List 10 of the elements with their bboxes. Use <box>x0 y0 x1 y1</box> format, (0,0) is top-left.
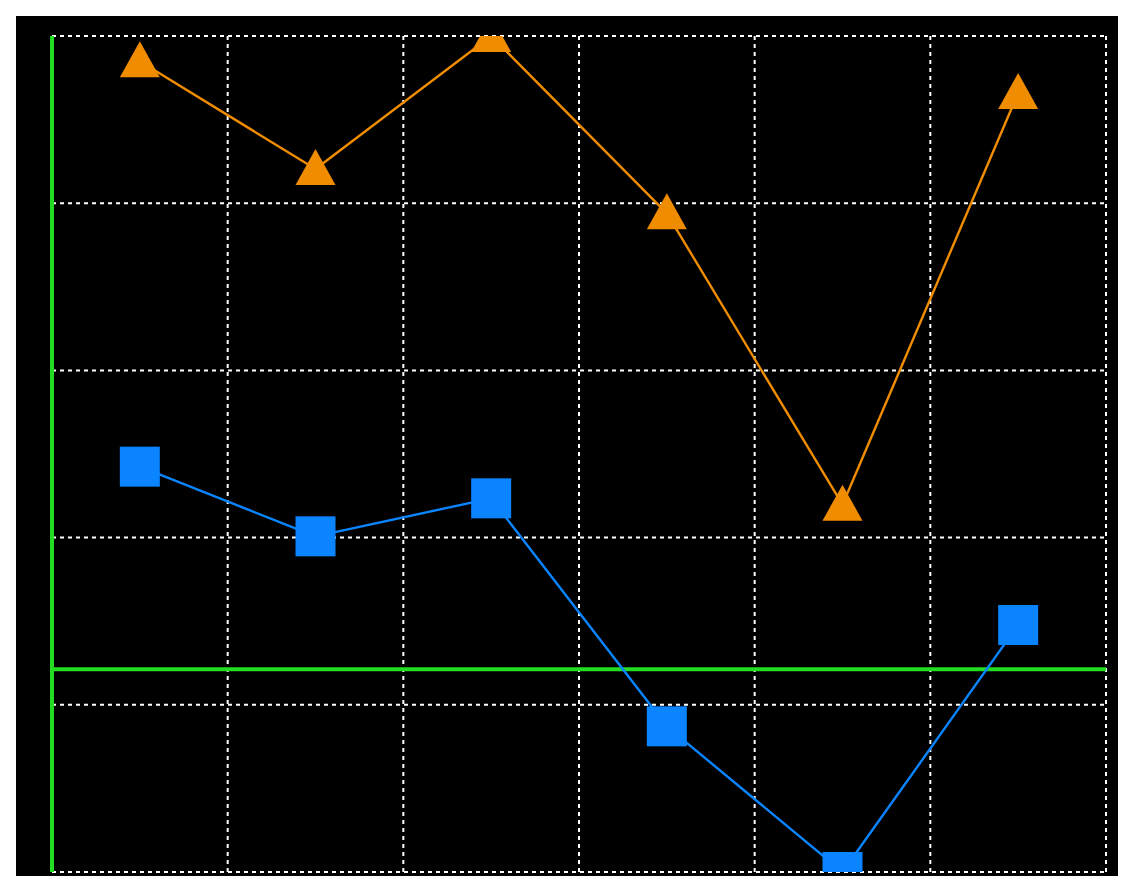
point <box>998 605 1039 645</box>
point <box>119 41 160 78</box>
point <box>646 706 687 747</box>
point <box>471 478 512 519</box>
point <box>998 73 1039 109</box>
point <box>822 484 863 521</box>
point <box>119 446 160 487</box>
point <box>646 193 687 230</box>
point <box>295 149 336 185</box>
point <box>295 516 336 557</box>
